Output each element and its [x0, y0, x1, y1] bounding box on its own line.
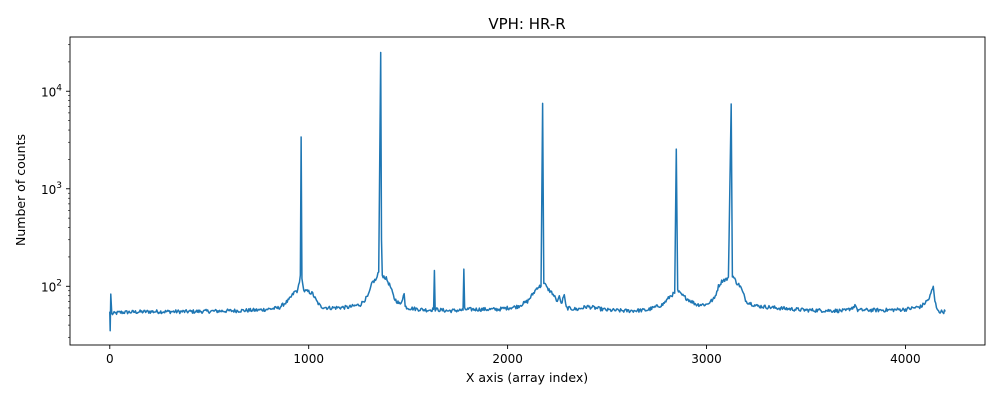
axes-frame — [69, 36, 986, 346]
y-tick-label: 103 — [41, 181, 62, 197]
x-tick-label: 4000 — [890, 352, 921, 366]
y-tick-label: 104 — [41, 83, 62, 99]
axes: 0 1000 2000 3000 4000 102 103 104 — [41, 36, 986, 366]
chart-text: VPH: HR-R X axis (array index) Number of… — [13, 15, 588, 385]
x-tick-label: 0 — [106, 352, 114, 366]
plot-area — [109, 51, 946, 332]
x-tick-label: 3000 — [691, 352, 722, 366]
x-tick-label: 1000 — [293, 352, 324, 366]
y-tick-label: 102 — [41, 278, 62, 294]
x-tick-label: 2000 — [492, 352, 523, 366]
series-line-0 — [109, 51, 946, 332]
x-axis-title: X axis (array index) — [466, 370, 588, 385]
y-axis-title: Number of counts — [13, 134, 28, 246]
chart-title: VPH: HR-R — [488, 15, 565, 33]
